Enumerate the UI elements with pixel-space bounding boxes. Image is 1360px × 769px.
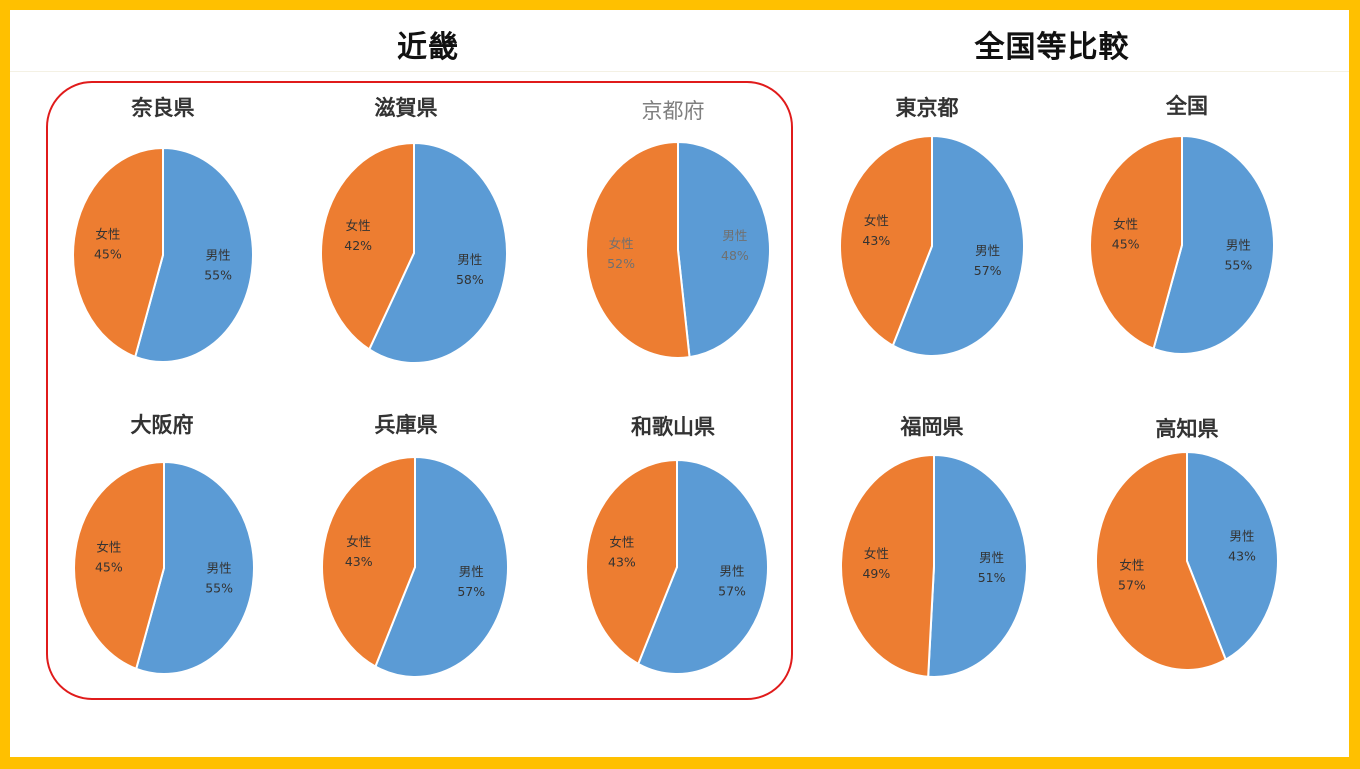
slice-category-label: 女性	[864, 213, 889, 228]
pie-slice-male	[368, 142, 508, 364]
pie-slice-male	[891, 135, 1025, 357]
slice-percent-label: 43%	[345, 554, 373, 569]
pie-title: 和歌山県	[631, 415, 715, 439]
pie-slice-male	[134, 147, 254, 363]
kinki-group-border	[46, 81, 793, 700]
slice-percent-label: 42%	[344, 238, 372, 253]
slice-category-label: 男性	[720, 563, 745, 578]
slice-category-label: 男性	[207, 560, 232, 575]
slice-percent-label: 58%	[456, 272, 484, 287]
slice-percent-label: 48%	[721, 248, 749, 263]
pie-slice-female	[320, 142, 415, 351]
slice-category-label: 男性	[979, 550, 1004, 565]
slice-category-label: 女性	[95, 227, 120, 242]
pie-slice-male	[677, 141, 771, 359]
pie-slice-male	[927, 454, 1028, 678]
pie-slice-male	[374, 456, 509, 678]
pie-slice-female	[585, 459, 678, 665]
header-band	[10, 10, 1349, 72]
pie-title: 高知県	[1155, 417, 1219, 441]
pie-slice-female	[321, 456, 416, 668]
slice-percent-label: 51%	[978, 570, 1006, 585]
slice-category-label: 男性	[1230, 528, 1255, 543]
slice-percent-label: 55%	[204, 267, 232, 282]
pie-slice-male	[1186, 451, 1279, 661]
pie-slice-male	[637, 459, 769, 675]
slice-category-label: 女性	[864, 546, 889, 561]
slice-percent-label: 43%	[608, 555, 636, 570]
slice-category-label: 女性	[1113, 216, 1138, 231]
slice-category-label: 女性	[609, 236, 634, 251]
kinki-section-title: 近畿	[397, 30, 459, 65]
pie-title: 大阪府	[130, 413, 194, 437]
pie-slice-female	[840, 454, 935, 678]
pie-title: 兵庫県	[374, 413, 438, 437]
pie-slice-male	[1152, 135, 1275, 355]
pie-slice-female	[839, 135, 933, 347]
slice-percent-label: 45%	[95, 560, 123, 575]
slice-percent-label: 57%	[1118, 578, 1146, 593]
pie-slice-female	[73, 461, 165, 670]
slice-category-label: 男性	[457, 252, 482, 267]
pie-slice-male	[135, 461, 255, 675]
slice-category-label: 男性	[1226, 238, 1251, 253]
slice-category-label: 女性	[96, 540, 121, 555]
pie-title: 滋賀県	[374, 96, 438, 120]
slice-category-label: 女性	[346, 534, 371, 549]
pie-title: 福岡県	[900, 415, 964, 439]
pie-title: 東京都	[895, 96, 959, 120]
pie-slice-female	[1095, 451, 1227, 671]
slice-category-label: 男性	[206, 247, 231, 262]
slice-category-label: 男性	[459, 564, 484, 579]
slice-percent-label: 57%	[457, 584, 485, 599]
slice-percent-label: 55%	[205, 580, 233, 595]
comparison-section-title: 全国等比較	[974, 30, 1130, 65]
slice-percent-label: 52%	[607, 256, 635, 271]
slice-percent-label: 43%	[1228, 548, 1256, 563]
slice-percent-label: 45%	[1112, 236, 1140, 251]
pie-title: 奈良県	[131, 96, 195, 120]
slice-category-label: 女性	[609, 535, 634, 550]
slice-percent-label: 49%	[862, 566, 890, 581]
pie-slice-female	[1089, 135, 1183, 350]
pie-title: 全国	[1166, 94, 1208, 118]
slice-category-label: 女性	[1119, 558, 1144, 573]
slice-category-label: 男性	[722, 228, 747, 243]
slice-percent-label: 43%	[862, 233, 890, 248]
slice-percent-label: 57%	[974, 263, 1002, 278]
slice-percent-label: 45%	[94, 247, 122, 262]
slice-percent-label: 57%	[718, 583, 746, 598]
pie-slice-female	[72, 147, 164, 358]
slice-category-label: 男性	[975, 243, 1000, 258]
pie-slice-female	[585, 141, 691, 359]
slice-category-label: 女性	[346, 218, 371, 233]
pie-title: 京都府	[641, 99, 705, 123]
slice-percent-label: 55%	[1224, 258, 1252, 273]
